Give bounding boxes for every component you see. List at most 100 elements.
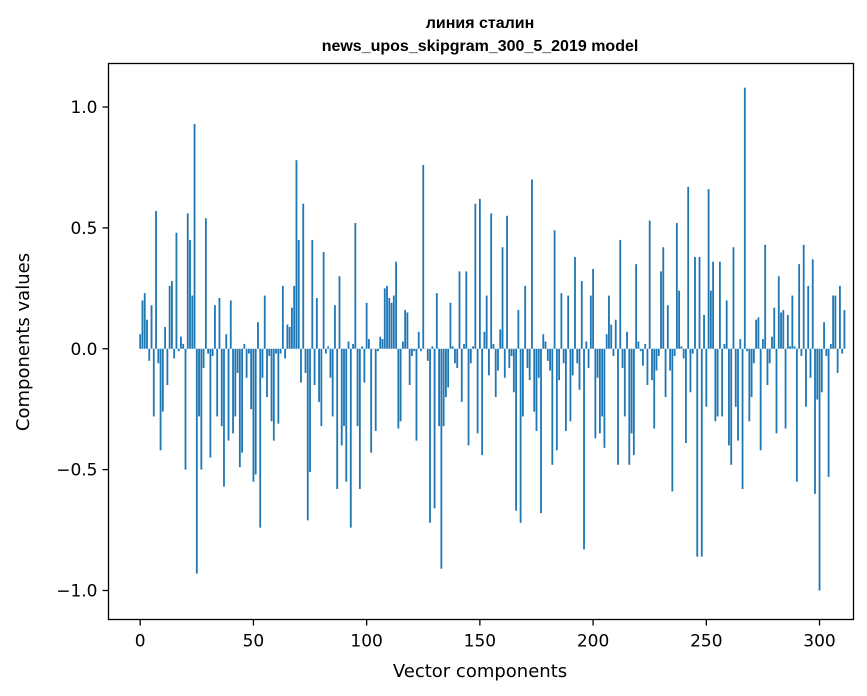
bar xyxy=(388,297,391,349)
bar xyxy=(510,348,513,356)
bar xyxy=(716,348,719,417)
bar xyxy=(245,348,248,378)
bar xyxy=(791,295,794,349)
bar xyxy=(580,281,583,349)
bar xyxy=(805,348,807,407)
y-tick-label: 1.0 xyxy=(70,98,97,118)
bar xyxy=(288,327,291,349)
bar xyxy=(463,343,465,349)
bar xyxy=(567,295,570,349)
bar xyxy=(698,256,701,349)
bar xyxy=(610,324,613,349)
bar xyxy=(558,348,561,381)
bar xyxy=(209,348,212,458)
bar xyxy=(782,310,785,349)
bar xyxy=(639,348,642,352)
bar xyxy=(775,348,778,434)
bar xyxy=(506,215,508,349)
bar xyxy=(723,343,726,349)
bar xyxy=(642,348,644,366)
bar xyxy=(338,276,341,349)
bar xyxy=(216,348,219,417)
bar xyxy=(313,348,316,386)
bar xyxy=(171,281,173,349)
bar xyxy=(381,339,384,349)
bar xyxy=(553,230,556,349)
bar xyxy=(626,331,628,349)
bar xyxy=(180,336,182,349)
bar xyxy=(354,223,357,349)
bar xyxy=(352,343,354,349)
bar xyxy=(800,348,803,356)
bar xyxy=(315,297,318,349)
bar xyxy=(578,348,581,390)
bar xyxy=(329,348,332,378)
bar xyxy=(166,348,169,386)
bar xyxy=(515,348,517,511)
bar xyxy=(458,271,461,349)
x-tick-label: 0 xyxy=(135,632,146,652)
bar xyxy=(811,259,814,349)
bar xyxy=(680,346,683,349)
bar xyxy=(818,348,821,591)
bar xyxy=(540,348,542,514)
bar xyxy=(614,319,617,349)
bar xyxy=(343,348,345,427)
bar xyxy=(150,305,153,349)
bar xyxy=(793,346,796,349)
bar xyxy=(675,223,678,349)
bar xyxy=(623,348,626,417)
bar xyxy=(198,348,200,417)
bar xyxy=(730,348,733,465)
bar xyxy=(324,348,327,354)
bar xyxy=(721,348,724,417)
bar xyxy=(660,271,662,349)
bar xyxy=(320,348,323,427)
bar xyxy=(820,348,823,393)
bar xyxy=(827,348,830,477)
bar xyxy=(279,348,282,354)
bar xyxy=(202,348,205,369)
bar xyxy=(825,348,828,356)
bar xyxy=(377,348,379,352)
bar xyxy=(465,271,468,349)
bar xyxy=(469,348,472,364)
bar xyxy=(646,348,649,386)
bar xyxy=(277,348,280,424)
bar xyxy=(408,348,411,386)
bar xyxy=(648,220,651,349)
bar xyxy=(512,348,515,393)
bar xyxy=(306,348,309,521)
bar xyxy=(836,348,839,373)
bar xyxy=(368,339,370,349)
bar xyxy=(395,261,397,349)
bar xyxy=(823,322,825,349)
bar xyxy=(175,232,178,349)
bar xyxy=(657,348,660,356)
bar xyxy=(621,348,624,369)
bar xyxy=(501,247,504,349)
bar xyxy=(449,302,452,349)
bar xyxy=(829,343,832,349)
bar xyxy=(771,336,773,349)
bar xyxy=(422,165,425,349)
bar xyxy=(746,348,748,352)
bar xyxy=(537,348,540,378)
bar xyxy=(146,319,148,349)
y-tick-label: 0.0 xyxy=(70,340,97,360)
bar xyxy=(447,348,450,388)
bar xyxy=(807,285,810,349)
bar xyxy=(752,348,755,364)
bar xyxy=(644,343,647,349)
bar xyxy=(263,295,266,349)
bar xyxy=(293,285,296,349)
bar xyxy=(281,285,284,349)
bar xyxy=(503,348,506,378)
bar xyxy=(322,252,325,349)
bar xyxy=(832,295,835,349)
bar xyxy=(426,348,429,361)
bar xyxy=(374,348,377,431)
bar xyxy=(243,343,246,349)
bar xyxy=(401,341,404,349)
bar xyxy=(392,295,395,349)
